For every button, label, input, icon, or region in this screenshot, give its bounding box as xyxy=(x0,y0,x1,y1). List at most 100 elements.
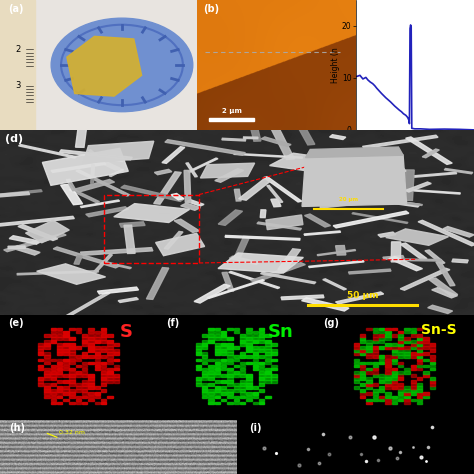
Bar xyxy=(373,365,378,367)
Bar xyxy=(272,343,277,346)
Bar xyxy=(38,383,43,386)
Y-axis label: Height (n: Height (n xyxy=(331,47,340,83)
Bar xyxy=(354,380,359,383)
Polygon shape xyxy=(51,163,106,173)
Bar xyxy=(101,362,106,364)
Bar xyxy=(234,383,239,386)
Bar xyxy=(234,346,239,349)
Bar xyxy=(114,374,119,377)
Bar xyxy=(398,352,403,355)
Bar xyxy=(404,331,410,333)
Polygon shape xyxy=(0,190,42,197)
Bar xyxy=(202,371,208,374)
Polygon shape xyxy=(155,169,172,175)
Bar xyxy=(82,386,87,389)
Bar xyxy=(265,362,271,364)
Polygon shape xyxy=(404,170,414,201)
Bar xyxy=(221,392,227,395)
Polygon shape xyxy=(98,287,138,294)
Bar xyxy=(417,358,422,361)
Bar xyxy=(417,401,422,404)
Bar xyxy=(57,362,62,364)
Bar xyxy=(259,340,264,343)
Bar xyxy=(272,368,277,371)
Bar xyxy=(398,371,403,374)
Bar xyxy=(246,349,252,352)
Bar xyxy=(44,374,50,377)
Bar xyxy=(417,349,422,352)
Bar xyxy=(101,383,106,386)
Polygon shape xyxy=(429,278,458,296)
Polygon shape xyxy=(400,243,427,260)
Bar xyxy=(429,362,435,364)
Bar xyxy=(215,365,220,367)
Bar xyxy=(259,334,264,337)
Bar xyxy=(423,392,428,395)
Text: (i): (i) xyxy=(249,423,261,433)
Bar xyxy=(246,340,252,343)
Bar xyxy=(259,337,264,339)
Bar xyxy=(410,386,416,389)
Polygon shape xyxy=(436,262,455,286)
Bar xyxy=(202,389,208,392)
Bar xyxy=(398,383,403,386)
Bar xyxy=(95,340,100,343)
Bar xyxy=(265,340,271,343)
Polygon shape xyxy=(80,200,119,208)
Bar xyxy=(373,399,378,401)
Bar xyxy=(392,343,397,346)
Bar xyxy=(51,389,56,392)
Bar xyxy=(63,331,69,333)
Bar xyxy=(272,349,277,352)
Bar xyxy=(82,362,87,364)
Polygon shape xyxy=(26,220,69,243)
Bar xyxy=(107,395,113,398)
Bar xyxy=(88,343,94,346)
Bar xyxy=(70,328,75,330)
Bar xyxy=(82,383,87,386)
Bar xyxy=(259,368,264,371)
Bar xyxy=(398,356,403,358)
Bar xyxy=(423,395,428,398)
Bar xyxy=(366,368,372,371)
Bar xyxy=(272,374,277,377)
Bar xyxy=(215,328,220,330)
Bar xyxy=(259,349,264,352)
Bar xyxy=(215,392,220,395)
Polygon shape xyxy=(400,268,450,290)
Bar xyxy=(354,346,359,349)
Bar xyxy=(417,337,422,339)
Bar xyxy=(265,380,271,383)
Bar xyxy=(398,365,403,367)
Polygon shape xyxy=(406,137,452,164)
Bar xyxy=(234,331,239,333)
Bar xyxy=(360,346,365,349)
Bar xyxy=(114,368,119,371)
Bar xyxy=(215,331,220,333)
Bar xyxy=(114,352,119,355)
Polygon shape xyxy=(66,179,76,191)
Bar xyxy=(404,337,410,339)
Bar xyxy=(392,401,397,404)
Bar xyxy=(202,392,208,395)
Polygon shape xyxy=(187,200,204,206)
Bar xyxy=(51,395,56,398)
Text: 50 μm: 50 μm xyxy=(347,291,378,300)
Bar xyxy=(202,352,208,355)
Bar xyxy=(44,362,50,364)
Bar xyxy=(410,356,416,358)
Bar xyxy=(70,349,75,352)
Polygon shape xyxy=(310,159,356,173)
Bar xyxy=(82,337,87,339)
Polygon shape xyxy=(18,225,58,240)
Bar xyxy=(398,343,403,346)
Bar xyxy=(209,401,214,404)
Bar xyxy=(209,377,214,380)
Polygon shape xyxy=(333,211,409,228)
Polygon shape xyxy=(386,229,448,246)
Text: 3: 3 xyxy=(15,81,20,90)
Bar xyxy=(215,337,220,339)
Bar xyxy=(234,389,239,392)
Bar xyxy=(215,343,220,346)
Bar xyxy=(101,331,106,333)
